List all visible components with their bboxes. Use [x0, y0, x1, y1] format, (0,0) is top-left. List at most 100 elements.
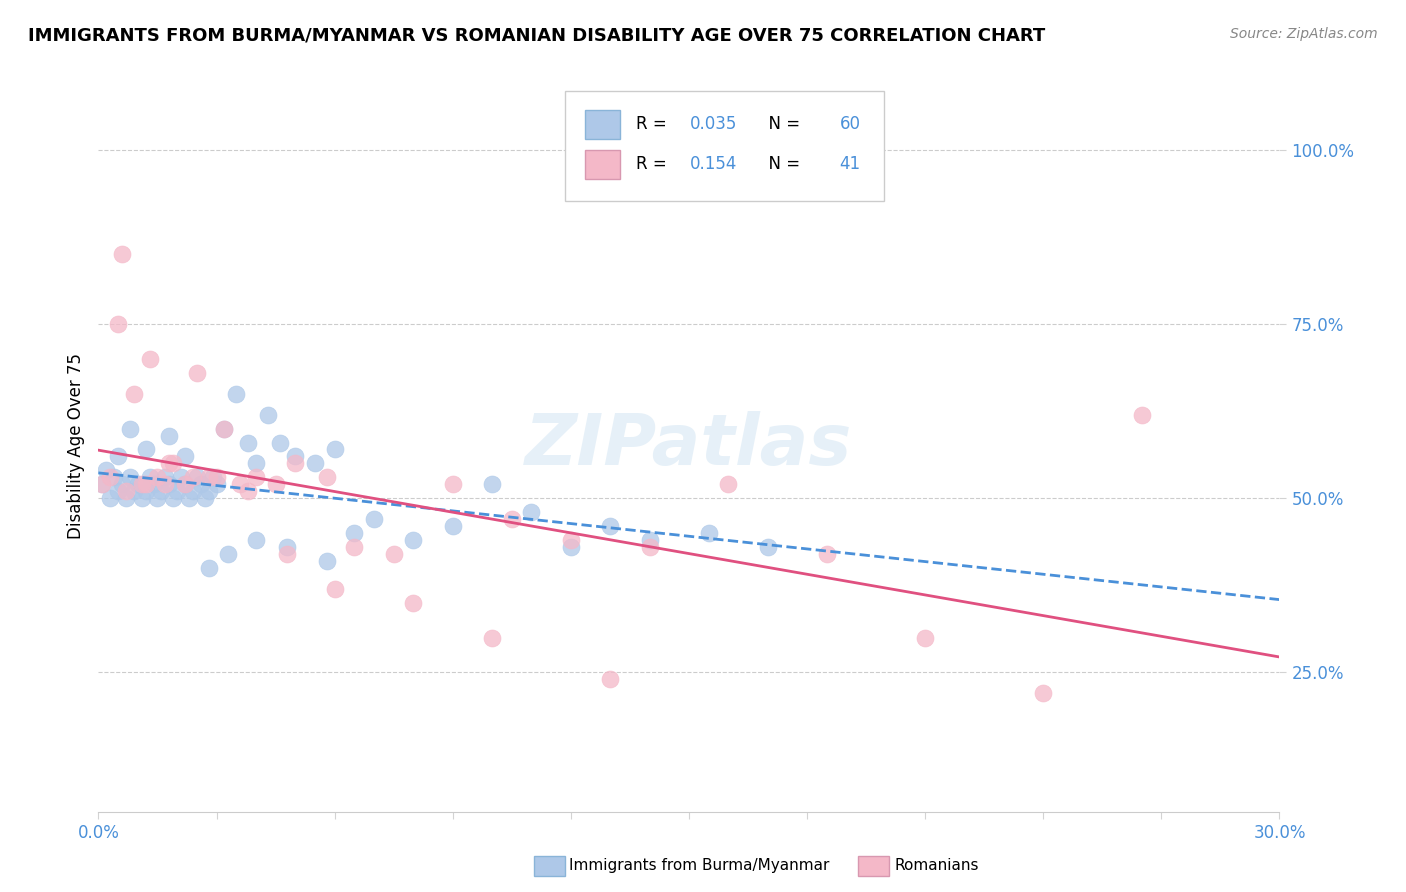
Point: [146, 470, 169, 484]
Point: [269, 435, 291, 450]
Point: [166, 484, 188, 499]
Point: [756, 540, 779, 554]
Point: [162, 457, 184, 471]
Point: [142, 477, 165, 491]
Point: [214, 421, 236, 435]
FancyBboxPatch shape: [565, 91, 884, 201]
Point: [194, 491, 217, 506]
Point: [115, 484, 138, 499]
Point: [186, 366, 208, 380]
Point: [599, 673, 621, 687]
Point: [236, 484, 259, 499]
Point: [245, 457, 267, 471]
Text: 0.035: 0.035: [690, 115, 738, 133]
Point: [560, 533, 582, 547]
Text: R =: R =: [636, 155, 672, 173]
Point: [205, 470, 228, 484]
Point: [343, 526, 366, 541]
Point: [98, 470, 121, 484]
Point: [122, 386, 145, 401]
Point: [236, 435, 259, 450]
Point: [131, 477, 153, 491]
Point: [98, 491, 121, 506]
Text: N =: N =: [758, 115, 806, 133]
Point: [229, 477, 252, 491]
Text: 41: 41: [839, 155, 860, 173]
Point: [481, 477, 503, 491]
Point: [186, 470, 208, 484]
Point: [111, 247, 134, 261]
Point: [157, 477, 180, 491]
Point: [382, 547, 405, 561]
Point: [441, 477, 464, 491]
Point: [155, 470, 177, 484]
Point: [115, 491, 138, 506]
Point: [205, 477, 228, 491]
Point: [323, 442, 346, 457]
Point: [245, 470, 267, 484]
FancyBboxPatch shape: [585, 110, 620, 139]
Point: [815, 547, 838, 561]
Point: [107, 484, 129, 499]
Point: [91, 477, 114, 491]
Point: [162, 491, 184, 506]
Point: [225, 386, 247, 401]
Point: [520, 505, 543, 519]
Point: [315, 470, 337, 484]
Text: R =: R =: [636, 115, 672, 133]
Point: [111, 477, 134, 491]
Point: [560, 540, 582, 554]
Point: [284, 457, 307, 471]
Point: [131, 491, 153, 506]
Point: [170, 470, 193, 484]
Point: [174, 477, 197, 491]
Point: [717, 477, 740, 491]
Point: [181, 470, 204, 484]
Point: [135, 484, 157, 499]
Point: [402, 596, 425, 610]
Point: [276, 547, 298, 561]
Point: [481, 631, 503, 645]
Point: [1130, 408, 1153, 422]
Point: [96, 463, 118, 477]
Point: [914, 631, 936, 645]
Point: [638, 533, 661, 547]
Point: [217, 547, 239, 561]
Point: [118, 421, 141, 435]
Point: [135, 477, 157, 491]
Point: [197, 484, 219, 499]
Point: [304, 457, 326, 471]
Text: Source: ZipAtlas.com: Source: ZipAtlas.com: [1230, 27, 1378, 41]
Point: [256, 408, 278, 422]
Text: Immigrants from Burma/Myanmar: Immigrants from Burma/Myanmar: [569, 858, 830, 872]
Point: [197, 561, 219, 575]
Y-axis label: Disability Age Over 75: Disability Age Over 75: [66, 353, 84, 539]
Text: 60: 60: [839, 115, 860, 133]
Point: [276, 540, 298, 554]
Point: [157, 428, 180, 442]
Point: [638, 540, 661, 554]
Point: [1032, 686, 1054, 700]
Point: [697, 526, 720, 541]
Point: [315, 554, 337, 568]
Point: [138, 351, 160, 366]
Text: IMMIGRANTS FROM BURMA/MYANMAR VS ROMANIAN DISABILITY AGE OVER 75 CORRELATION CHA: IMMIGRANTS FROM BURMA/MYANMAR VS ROMANIA…: [28, 27, 1046, 45]
Point: [245, 533, 267, 547]
Point: [91, 477, 114, 491]
Point: [135, 442, 157, 457]
Point: [150, 484, 173, 499]
Point: [174, 477, 197, 491]
Point: [157, 457, 180, 471]
Point: [103, 470, 125, 484]
Text: N =: N =: [758, 155, 806, 173]
Point: [197, 470, 219, 484]
Point: [107, 317, 129, 331]
Point: [118, 470, 141, 484]
Point: [190, 477, 212, 491]
Point: [599, 519, 621, 533]
Point: [284, 450, 307, 464]
Point: [402, 533, 425, 547]
Point: [177, 491, 200, 506]
Point: [174, 450, 197, 464]
Point: [201, 470, 224, 484]
